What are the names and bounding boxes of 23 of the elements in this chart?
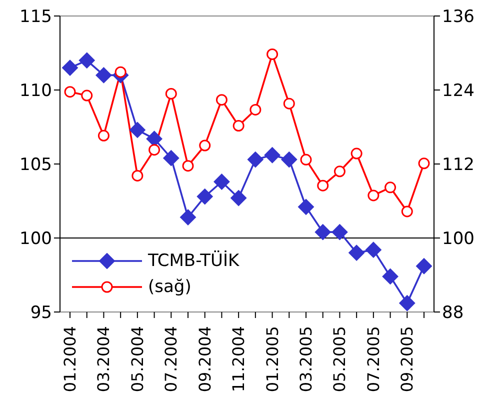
x-tick-label: 07.2004: [162, 326, 181, 392]
y2-tick-label: 100: [442, 229, 474, 250]
x-tick-label: 09.2004: [195, 326, 214, 392]
y-tick-label: 110: [20, 81, 52, 102]
x-tick-label: 03.2004: [94, 326, 114, 392]
y2-tick-label: 112: [442, 155, 474, 176]
y2-tick-label: 124: [442, 81, 474, 102]
y-tick-label: 115: [20, 7, 52, 28]
x-tick-label: 07.2005: [364, 326, 383, 392]
x-tick-label: 05.2004: [128, 326, 147, 392]
y-tick-label: 100: [20, 229, 52, 250]
x-tick-label: 03.2005: [296, 326, 316, 392]
y-tick-label: 105: [20, 155, 52, 176]
y2-tick-label: 88: [442, 303, 464, 324]
x-tick-label: 01.2004: [60, 326, 80, 392]
y2-tick-label: 136: [442, 7, 474, 28]
x-tick-label: 05.2005: [330, 326, 350, 392]
legend-label: TCMB-TÜİK: [148, 250, 240, 273]
y-tick-label: 95: [30, 303, 52, 324]
x-tick-label: 09.2005: [398, 326, 417, 392]
x-tick-label: 01.2005: [262, 326, 282, 392]
x-tick-label: 11.2004: [229, 326, 248, 392]
legend-label: (sağ): [148, 276, 192, 299]
